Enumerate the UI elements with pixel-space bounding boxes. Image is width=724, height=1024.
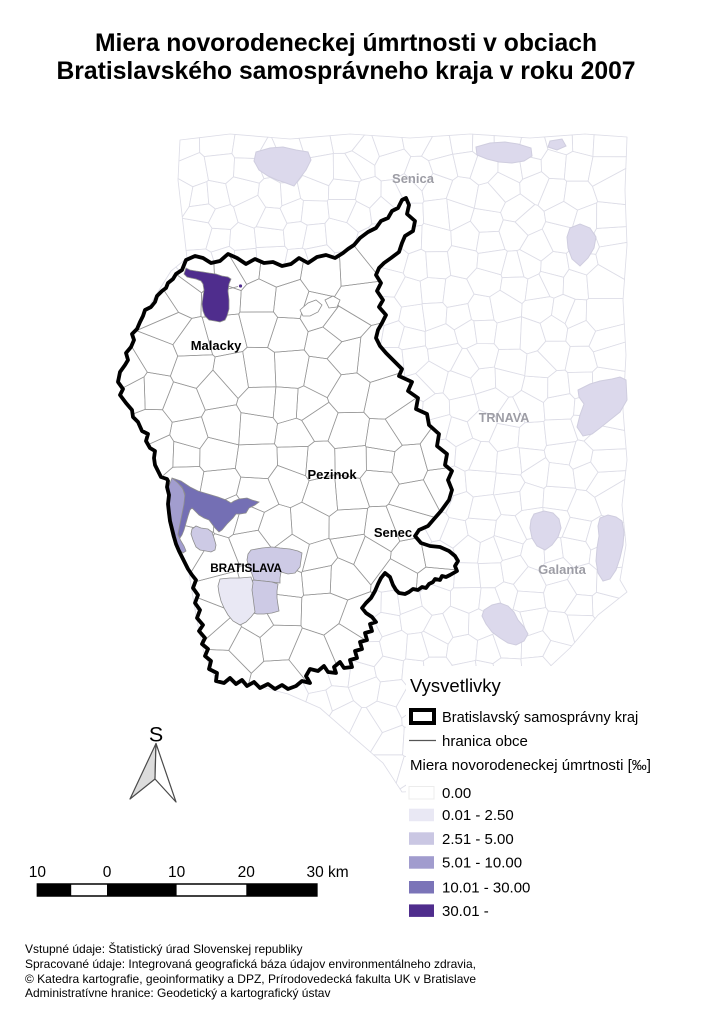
- svg-text:10: 10: [168, 864, 186, 881]
- svg-text:0: 0: [103, 864, 112, 881]
- svg-text:Senica: Senica: [392, 171, 435, 186]
- svg-text:BRATISLAVA: BRATISLAVA: [210, 561, 282, 575]
- svg-text:Vysvetlivky: Vysvetlivky: [410, 675, 502, 696]
- svg-text:TRNAVA: TRNAVA: [479, 411, 530, 425]
- svg-text:2.51 - 5.00: 2.51 - 5.00: [442, 831, 514, 848]
- svg-text:30.01 -: 30.01 -: [442, 903, 489, 920]
- svg-text:hranica obce: hranica obce: [442, 733, 528, 750]
- svg-text:10: 10: [29, 864, 47, 881]
- svg-text:0.00: 0.00: [442, 785, 471, 802]
- svg-text:Malacky: Malacky: [191, 338, 242, 353]
- svg-text:20: 20: [238, 864, 256, 881]
- svg-text:Senec: Senec: [374, 525, 412, 540]
- svg-text:Miera novorodeneckej úmrtnosti: Miera novorodeneckej úmrtnosti [‰]: [410, 757, 651, 774]
- svg-text:30 km: 30 km: [307, 864, 349, 881]
- svg-text:Galanta: Galanta: [538, 562, 586, 577]
- svg-text:5.01 - 10.00: 5.01 - 10.00: [442, 855, 522, 872]
- svg-text:Bratislavský samosprávny kraj: Bratislavský samosprávny kraj: [442, 710, 638, 726]
- svg-text:S: S: [149, 722, 163, 746]
- svg-text:0.01 - 2.50: 0.01 - 2.50: [442, 807, 514, 824]
- svg-text:10.01 - 30.00: 10.01 - 30.00: [442, 880, 530, 897]
- svg-text:Pezinok: Pezinok: [307, 467, 357, 482]
